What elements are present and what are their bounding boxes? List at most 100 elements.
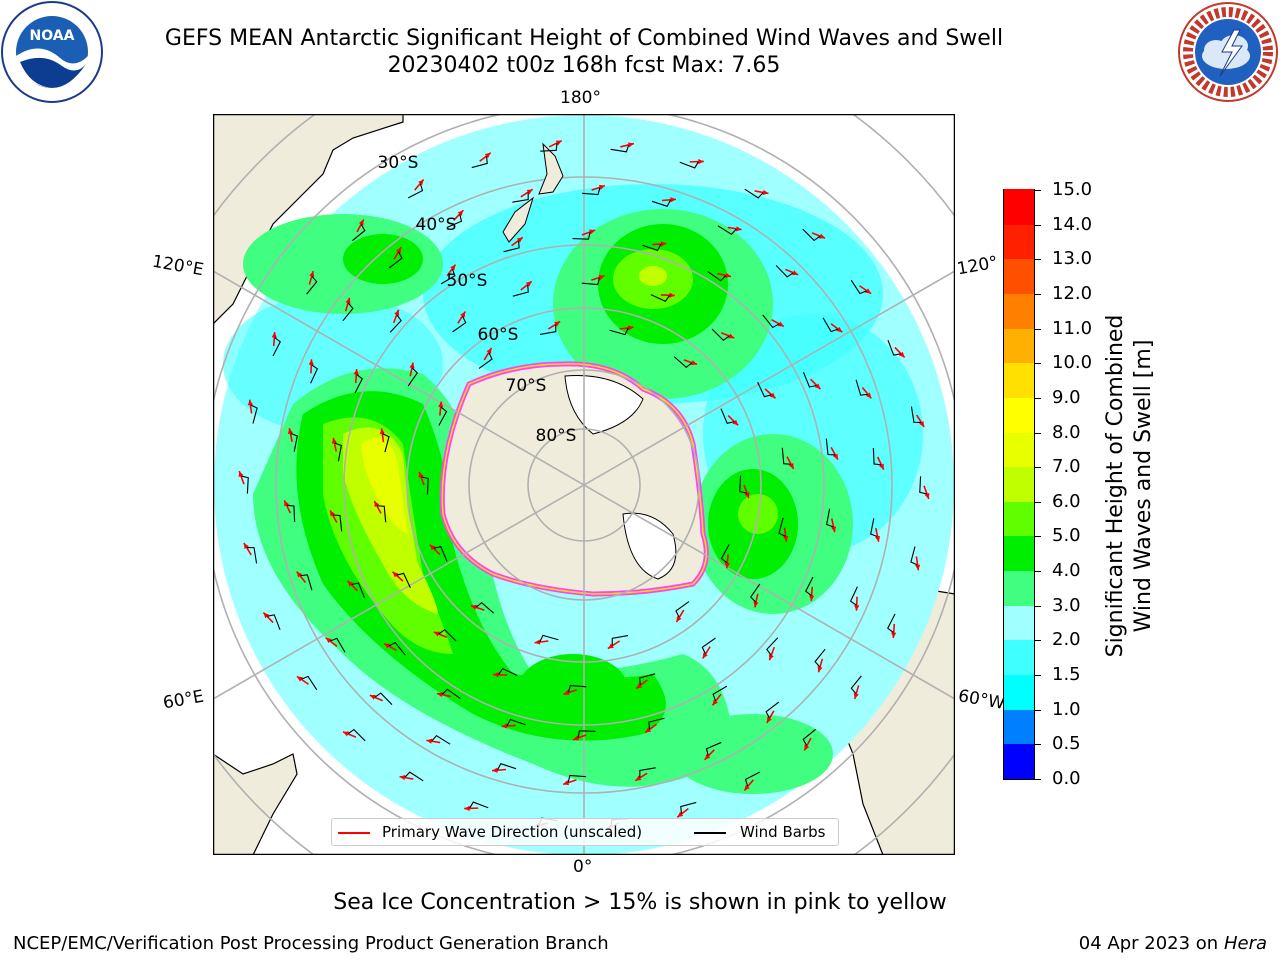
graticule [213, 114, 955, 855]
wind-barb [540, 143, 558, 152]
wind-barb [452, 316, 467, 333]
wind-barb [333, 514, 343, 532]
wind-barb [762, 314, 780, 329]
colorbar [1003, 189, 1035, 780]
colorbar-segment [1004, 501, 1034, 537]
wind-barb [407, 183, 424, 199]
wave-direction-arrow [727, 226, 742, 232]
wind-barb [887, 340, 901, 356]
colorbar-segment [1004, 570, 1034, 606]
wind-barb [354, 374, 363, 394]
wave-direction-arrow [875, 527, 881, 542]
wave-direction-arrow [391, 571, 404, 582]
wave-direction-arrow [764, 388, 777, 399]
wave-direction-arrow [399, 774, 414, 781]
wave-direction-arrow [876, 456, 885, 471]
colorbar-tick [1035, 571, 1041, 573]
wind-barb [766, 637, 779, 656]
wave-direction-arrow [754, 189, 769, 196]
wave-direction-arrow [342, 731, 357, 738]
colorbar-segment [1004, 674, 1034, 710]
wind-barb [475, 601, 495, 614]
wind-barb [639, 673, 656, 686]
wind-barb [802, 228, 821, 242]
wave-direction-arrow [635, 679, 648, 690]
wave-direction-arrow [563, 689, 577, 696]
wind-barb [539, 634, 559, 642]
wave-direction-arrow [493, 672, 508, 678]
colorbar-tick [1035, 397, 1041, 399]
wind-barb [757, 381, 772, 398]
wave-direction-arrow [572, 734, 587, 741]
wind-barb [396, 572, 411, 589]
wind-barb [286, 504, 296, 523]
wind-barb [440, 269, 456, 285]
wind-barb [431, 734, 451, 745]
colorbar-tick-label: 15.0 [1052, 179, 1093, 200]
wave-direction-arrow [562, 779, 577, 786]
wave-direction-arrow [247, 399, 253, 414]
colorbar-tick [1035, 259, 1041, 261]
wave-direction-arrow [753, 593, 759, 608]
wave-direction-arrow [676, 807, 689, 818]
wind-barb [679, 161, 699, 169]
wind-barb [301, 675, 318, 691]
wind-barb [849, 586, 858, 606]
wind-barb [910, 546, 918, 566]
wave-direction-arrow [379, 428, 385, 443]
wave-direction-arrow [923, 485, 930, 500]
credit-date: 04 Apr 2023 on Hera [1079, 933, 1267, 954]
wave-direction-arrow [702, 646, 711, 659]
legend-wave-direction: Primary Wave Direction (unscaled) [382, 823, 643, 841]
wave-direction-arrow [652, 241, 667, 247]
colorbar-segment [1004, 431, 1034, 468]
wave-direction-arrow [325, 637, 338, 647]
wave-direction-arrow [520, 280, 533, 291]
wave-direction-arrow [644, 723, 657, 734]
wave-direction-arrow [683, 359, 698, 366]
wind-barb [673, 356, 693, 369]
wind-barb [855, 379, 868, 396]
wave-direction-arrow [262, 611, 274, 624]
wave-direction-arrow [492, 767, 507, 773]
colorbar-tick [1035, 363, 1041, 365]
colorbar-tick [1035, 432, 1041, 434]
colorbar-segment [1004, 466, 1034, 502]
wave-direction-arrow [711, 693, 722, 706]
wind-barb [651, 199, 671, 207]
colorbar-segment [1004, 293, 1034, 329]
lat-label-60s: 60°S [478, 325, 519, 345]
wind-barb [306, 276, 318, 295]
wave-direction-arrow [383, 642, 397, 651]
wind-barb [446, 214, 463, 229]
wind-barb [498, 667, 518, 676]
wave-direction-arrow [283, 499, 292, 514]
wind-barb [822, 317, 838, 333]
wave-direction-arrow [446, 264, 457, 277]
wave-direction-arrow [720, 331, 735, 339]
wind-barb [438, 406, 448, 426]
wind-barb [711, 328, 730, 341]
colorbar-tick [1035, 640, 1041, 642]
colorbar-tick [1035, 536, 1041, 538]
colorbar-tick-label: 1.5 [1052, 664, 1081, 686]
colorbar-tick-label: 11.0 [1052, 317, 1093, 339]
colorbar-tick-label: 4.0 [1052, 560, 1081, 582]
wave-direction-arrow [392, 309, 400, 324]
colorbar-tick [1035, 779, 1041, 780]
wave-direction-arrow [591, 184, 606, 191]
wind-barb [330, 637, 346, 653]
colorbar-tick-label: 5.0 [1052, 525, 1081, 547]
colorbar-tick [1035, 605, 1041, 607]
colorbar-tick-label: 7.0 [1052, 456, 1081, 478]
wave-direction-arrow [771, 319, 785, 328]
wave-direction-arrow [331, 437, 338, 452]
wave-direction-arrow [591, 274, 605, 281]
colorbar-tick [1035, 328, 1041, 330]
wave-direction-arrow [344, 297, 351, 312]
wind-barb [582, 187, 601, 196]
wind-barb [539, 324, 557, 335]
wind-barb [241, 475, 249, 494]
wave-direction-arrow [483, 347, 493, 361]
wind-barb [870, 518, 878, 538]
